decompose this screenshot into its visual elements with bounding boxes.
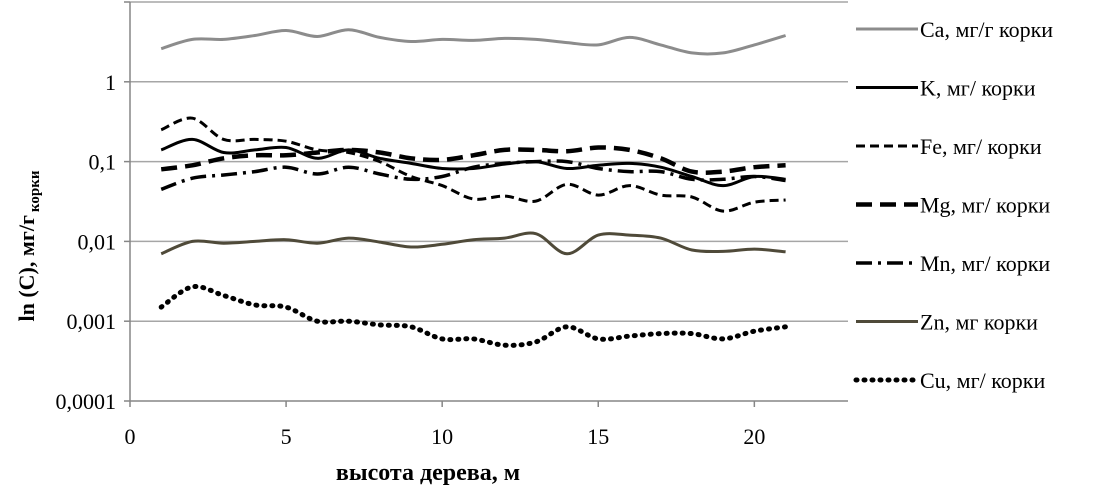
series-lines bbox=[158, 28, 789, 348]
legend-label-2: K, мг/ корки bbox=[920, 76, 1036, 101]
legend-label-6: Zn, мг корки bbox=[920, 310, 1038, 335]
legend-label-3: Fe, мг/ корки bbox=[920, 134, 1042, 159]
x-tick-labels: 0 5 10 15 20 bbox=[125, 424, 766, 449]
x-tick-label: 20 bbox=[743, 424, 765, 449]
y-tick-label: 0,1 bbox=[89, 150, 117, 175]
y-tick-label: 0,01 bbox=[78, 229, 117, 254]
series-line-4 bbox=[160, 145, 786, 176]
legend-label-5: Mn, мг/ корки bbox=[920, 251, 1050, 276]
series-line-3 bbox=[160, 116, 786, 213]
x-tick-label: 10 bbox=[431, 424, 453, 449]
series-line-1 bbox=[160, 28, 787, 56]
series-line-7 bbox=[158, 283, 789, 348]
axes bbox=[124, 1, 848, 407]
y-tick-label: 0,0001 bbox=[56, 389, 117, 414]
y-axis-title-main: ln (C), мг/г bbox=[14, 215, 39, 321]
y-tick-labels: 0,0001 0,001 0,01 0,1 1 bbox=[56, 70, 117, 414]
x-tick-label: 5 bbox=[281, 424, 292, 449]
y-tick-label: 0,001 bbox=[67, 309, 117, 334]
x-axis-title: высота дерева, м bbox=[336, 460, 520, 486]
y-axis-title: ln (C), мг/г корки bbox=[14, 170, 43, 321]
y-tick-label: 1 bbox=[105, 70, 116, 95]
legend-label-4: Mg, мг/ корки bbox=[920, 193, 1050, 218]
legend: Ca, мг/г корки K, мг/ корки Fe, мг/ корки M… bbox=[853, 17, 1053, 393]
series-line-5 bbox=[160, 159, 786, 191]
x-tick-label: 0 bbox=[125, 424, 136, 449]
x-tick-label: 15 bbox=[587, 424, 609, 449]
y-axis-title-subscript: корки bbox=[27, 170, 43, 212]
legend-label-1: Ca, мг/г корки bbox=[920, 17, 1053, 42]
legend-label-7: Cu, мг/ корки bbox=[920, 368, 1045, 393]
series-line-6 bbox=[160, 231, 786, 256]
